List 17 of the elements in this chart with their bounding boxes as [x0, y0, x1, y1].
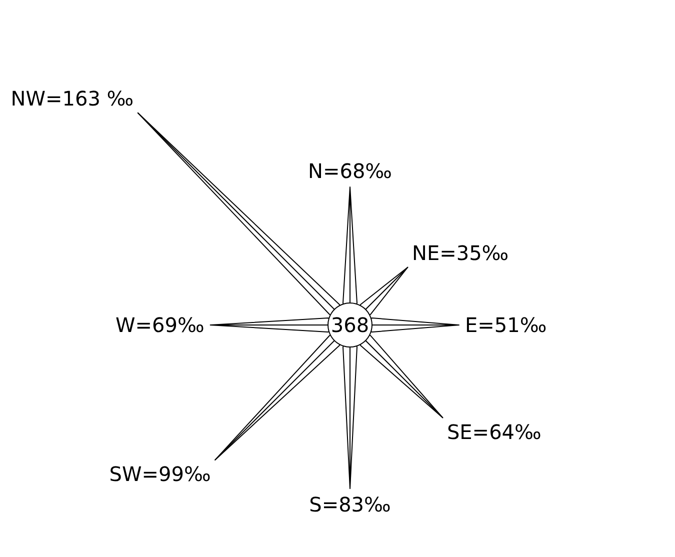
data-label: =51‰ — [478, 313, 547, 337]
category-label: N — [308, 159, 323, 184]
category-label: W — [115, 313, 136, 337]
data-label: =35‰ — [440, 240, 509, 265]
data-label: =64‰ — [472, 420, 542, 444]
data-label: =69‰ — [135, 313, 204, 337]
data-label: =83‰ — [322, 492, 391, 517]
text: 368 — [330, 313, 370, 337]
data-label: =163 ‰ — [46, 86, 134, 111]
category-label: SE — [446, 420, 472, 444]
data-label: =68‰ — [322, 159, 392, 184]
category-label: SW — [109, 462, 142, 486]
category-label: NW — [10, 86, 46, 111]
data-label: =99‰ — [142, 462, 211, 486]
category-label: S — [309, 492, 322, 517]
category-label: NE — [412, 240, 440, 265]
category-label: E — [464, 313, 478, 337]
